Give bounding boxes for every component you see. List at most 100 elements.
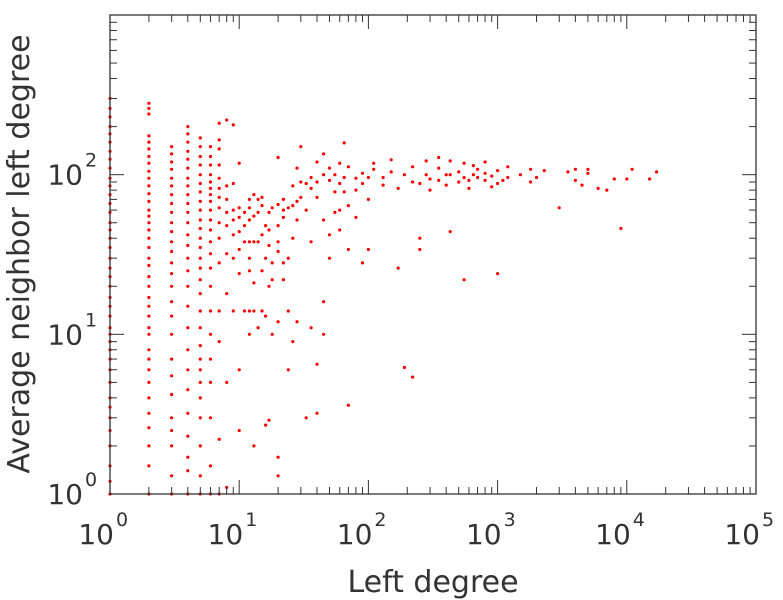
data-point bbox=[186, 388, 190, 392]
data-point bbox=[217, 261, 221, 265]
y-tick-base: 10 bbox=[47, 318, 83, 351]
data-point bbox=[295, 320, 299, 324]
data-point bbox=[217, 340, 221, 344]
data-point bbox=[630, 167, 634, 171]
data-point bbox=[462, 175, 466, 180]
x-tick-labels: 10 0 10 1 10 2 10 3 10 4 10 5 bbox=[78, 509, 774, 551]
data-point bbox=[147, 154, 151, 159]
data-point bbox=[237, 428, 241, 433]
data-point bbox=[267, 243, 271, 248]
data-point bbox=[381, 175, 385, 180]
data-point bbox=[208, 173, 213, 177]
data-point bbox=[198, 218, 202, 222]
data-point bbox=[396, 266, 400, 270]
data-point bbox=[147, 263, 151, 268]
data-point bbox=[295, 218, 299, 222]
data-point bbox=[476, 175, 480, 180]
data-point bbox=[237, 230, 241, 234]
data-point bbox=[170, 261, 174, 265]
data-point bbox=[291, 340, 295, 344]
x-tick-exponent: 0 bbox=[116, 509, 128, 531]
data-point bbox=[411, 165, 415, 169]
data-point bbox=[424, 173, 428, 177]
data-point bbox=[402, 173, 406, 177]
data-point bbox=[264, 423, 268, 427]
data-point bbox=[534, 175, 539, 180]
data-point bbox=[247, 269, 251, 273]
data-point bbox=[198, 236, 202, 240]
data-point bbox=[346, 204, 350, 208]
data-point bbox=[448, 230, 452, 234]
data-point bbox=[281, 197, 285, 201]
data-point bbox=[471, 164, 475, 168]
data-point bbox=[198, 245, 202, 250]
data-point bbox=[186, 326, 190, 330]
data-point bbox=[147, 106, 151, 110]
data-point bbox=[457, 180, 461, 184]
data-point bbox=[291, 236, 295, 240]
data-point bbox=[333, 210, 337, 214]
data-point bbox=[252, 281, 256, 285]
x-tick-base: 10 bbox=[595, 518, 631, 551]
data-point bbox=[208, 240, 213, 244]
data-point bbox=[252, 193, 256, 197]
data-point bbox=[186, 184, 190, 188]
data-point bbox=[217, 147, 221, 151]
data-point bbox=[147, 161, 151, 165]
data-point bbox=[338, 161, 342, 165]
x-tick-base: 10 bbox=[466, 518, 502, 551]
x-tick-base: 10 bbox=[337, 518, 373, 551]
data-point bbox=[237, 206, 241, 210]
data-point bbox=[217, 121, 221, 125]
data-point bbox=[260, 195, 264, 199]
data-point bbox=[147, 348, 151, 352]
data-point bbox=[267, 210, 271, 214]
data-point bbox=[186, 304, 190, 308]
y-axis-label: Average neighbor left degree bbox=[2, 34, 37, 473]
data-point bbox=[286, 368, 290, 372]
data-point bbox=[217, 163, 221, 167]
data-point bbox=[147, 411, 151, 415]
data-point bbox=[490, 185, 494, 189]
data-point bbox=[338, 181, 342, 186]
data-point bbox=[170, 392, 174, 397]
data-point bbox=[389, 158, 393, 162]
data-point bbox=[286, 206, 290, 210]
data-point bbox=[186, 210, 190, 214]
data-point bbox=[270, 332, 274, 336]
data-point bbox=[147, 314, 151, 318]
x-tick-base: 10 bbox=[78, 518, 114, 551]
data-point bbox=[655, 170, 659, 174]
data-point bbox=[217, 309, 221, 313]
data-point bbox=[418, 181, 422, 186]
data-point bbox=[170, 284, 174, 288]
data-point bbox=[327, 166, 332, 170]
data-point bbox=[208, 266, 213, 270]
data-point bbox=[648, 177, 652, 181]
data-point bbox=[170, 210, 174, 214]
data-point bbox=[291, 204, 295, 208]
data-point bbox=[342, 190, 346, 194]
y-tick-label: 10 1 bbox=[47, 309, 97, 351]
data-point bbox=[147, 112, 151, 116]
data-point bbox=[147, 214, 151, 218]
x-tick-exponent: 2 bbox=[374, 509, 386, 531]
data-point bbox=[354, 188, 358, 192]
data-point bbox=[147, 140, 151, 144]
data-point bbox=[496, 272, 500, 276]
data-point bbox=[208, 186, 213, 190]
data-point bbox=[231, 309, 235, 313]
data-point bbox=[198, 444, 202, 448]
data-point bbox=[286, 256, 290, 260]
data-point bbox=[346, 165, 350, 169]
y-tick-exponent: 1 bbox=[85, 309, 97, 331]
data-point bbox=[186, 411, 190, 415]
data-point bbox=[237, 215, 241, 219]
data-point bbox=[208, 199, 213, 203]
data-point bbox=[186, 455, 190, 459]
data-point bbox=[147, 101, 151, 105]
data-point bbox=[333, 190, 337, 194]
data-point bbox=[276, 224, 280, 228]
data-point bbox=[208, 208, 213, 212]
data-point bbox=[186, 233, 190, 237]
